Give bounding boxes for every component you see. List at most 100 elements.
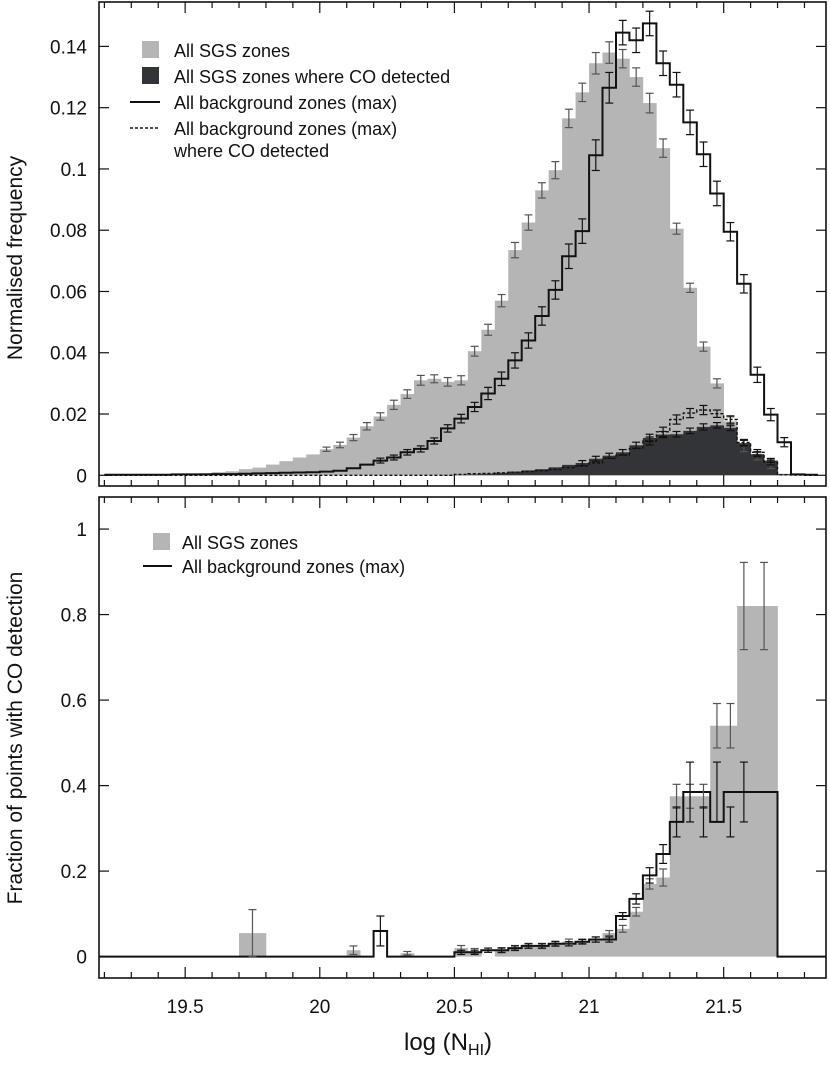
errbar-sgs <box>484 323 493 336</box>
legend-label-sgs: All SGS zones <box>174 41 290 61</box>
bar-sgs-co <box>508 471 523 476</box>
x-axis-title-end: ) <box>484 1029 492 1056</box>
errbar-background-co <box>672 414 681 425</box>
bar-sgs-co <box>696 426 711 476</box>
errbar-background <box>416 445 425 453</box>
y-tick-label: 0.08 <box>50 221 87 242</box>
errbar-background <box>511 352 520 369</box>
errbar-background <box>470 401 479 413</box>
legend-label-sgs-co: All SGS zones where CO detected <box>174 67 450 87</box>
bar-sgs <box>239 469 253 476</box>
errbar-background-fraction <box>457 949 466 956</box>
errbar-background <box>632 27 641 54</box>
errbar-background-fraction <box>605 936 614 943</box>
top-error-bars <box>322 10 789 470</box>
errbar-sgs-fraction <box>618 924 627 933</box>
errbar-sgs <box>618 48 627 69</box>
errbar-sgs <box>511 241 520 259</box>
bar-sgs <box>548 170 563 476</box>
y-tick-label: 0.4 <box>61 777 88 798</box>
bar-sgs <box>387 404 401 476</box>
errbar-sgs <box>524 214 533 231</box>
x-tick-label: 20.5 <box>436 997 473 1018</box>
errbar-background <box>430 437 439 445</box>
errbar-background-co <box>739 438 748 447</box>
bar-sgs <box>467 351 482 476</box>
errbar-sgs <box>564 108 573 129</box>
errbar-sgs-fraction <box>739 561 748 651</box>
bar-sgs <box>494 300 509 476</box>
errbar-sgs <box>457 375 466 386</box>
errbar-background-fraction <box>551 941 560 947</box>
bar-sgs-co <box>481 473 496 476</box>
errbar-sgs <box>362 421 371 431</box>
bar-sgs-co <box>548 467 563 476</box>
errbar-sgs <box>376 412 385 421</box>
errbar-background-co <box>659 426 668 437</box>
line-background <box>104 22 818 476</box>
x-axis-title: log (NHI) <box>404 1029 492 1059</box>
errbar-sgs-co <box>712 421 721 429</box>
errbar-background <box>403 448 412 456</box>
x-tick-label: 21.5 <box>705 997 742 1018</box>
errbar-sgs <box>537 182 546 199</box>
errbar-background <box>699 141 708 168</box>
bar-sgs <box>252 467 267 476</box>
errbar-background <box>443 424 452 433</box>
bar-sgs-co <box>710 425 724 476</box>
bar-sgs-fraction <box>710 725 724 957</box>
bar-sgs <box>629 77 644 476</box>
bottom-panel: 19.5 20 20.5 21 21.5 0 0.2 0.4 0.6 0.8 1 All SGS z… <box>4 496 827 1059</box>
bottom-y-axis-title: Fraction of points with CO detection <box>4 572 27 905</box>
bar-sgs <box>360 426 374 476</box>
errbar-sgs <box>443 376 452 387</box>
bar-sgs-co <box>467 474 482 476</box>
errbar-sgs-co <box>686 427 695 435</box>
errbar-background-fraction <box>659 844 668 865</box>
bar-sgs-fraction <box>575 941 590 957</box>
legend-label-background-bottom: All background zones (max) <box>182 557 405 577</box>
bar-sgs-fraction <box>750 606 778 957</box>
x-tick-label: 21 <box>578 997 599 1018</box>
legend-swatch-sgs-bottom <box>153 533 170 550</box>
bar-sgs-co <box>562 464 576 476</box>
errbar-background-co <box>712 409 721 418</box>
legend-label-background: All background zones (max) <box>174 93 397 113</box>
y-tick-label: 1 <box>76 520 87 541</box>
errbar-background <box>645 10 654 37</box>
bar-sgs-co <box>615 452 630 476</box>
errbar-background-fraction <box>686 761 695 823</box>
errbar-sgs-co <box>699 423 708 431</box>
bar-sgs <box>333 444 348 476</box>
errbar-background <box>726 221 735 242</box>
errbar-background <box>686 109 695 136</box>
errbar-sgs-co <box>632 441 641 449</box>
errbar-sgs <box>672 222 681 235</box>
errbar-sgs <box>403 389 412 399</box>
errbar-sgs-co <box>672 430 681 438</box>
errbar-background-fraction <box>578 938 587 945</box>
errbar-sgs <box>591 51 600 75</box>
errbar-sgs-fraction <box>632 906 641 917</box>
bar-sgs-fraction <box>535 945 549 957</box>
errbar-sgs <box>497 293 506 308</box>
bar-sgs <box>656 148 671 476</box>
bar-sgs <box>306 454 321 476</box>
bar-sgs-fraction <box>589 939 603 957</box>
bar-sgs-co <box>669 434 684 476</box>
errbar-sgs <box>470 345 479 357</box>
bar-sgs <box>481 329 496 476</box>
bar-sgs <box>400 394 415 476</box>
y-tick-label: 0.8 <box>61 606 87 627</box>
x-tick-label: 20 <box>309 997 330 1018</box>
bar-sgs <box>589 63 603 476</box>
bar-sgs <box>427 378 442 476</box>
errbar-background-co <box>766 459 775 466</box>
errbar-background <box>672 71 681 98</box>
bar-sgs-fraction <box>656 877 671 957</box>
errbar-background-co <box>686 407 695 419</box>
bottom-error-bars <box>248 561 769 958</box>
errbar-sgs <box>349 433 358 442</box>
errbar-background-fraction <box>618 911 627 921</box>
